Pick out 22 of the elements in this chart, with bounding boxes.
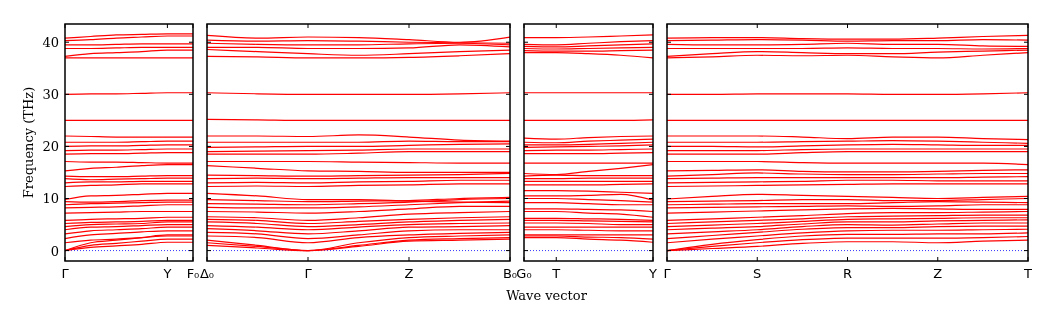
x-tick-label: Y bbox=[648, 266, 658, 281]
x-tick-label: R bbox=[842, 266, 853, 281]
x-tick-label: G₀ bbox=[516, 266, 532, 281]
x-tick-label: Z bbox=[933, 266, 943, 281]
x-tick-label: B₀ bbox=[502, 266, 518, 281]
y-tick-label: 40 bbox=[42, 35, 59, 51]
y-tick-label: 30 bbox=[42, 87, 59, 103]
x-axis-title: Wave vector bbox=[506, 288, 588, 303]
x-tick-label: T bbox=[551, 266, 561, 281]
y-tick-label: 0 bbox=[50, 243, 59, 259]
x-tick-label: S bbox=[753, 266, 762, 281]
x-tick-label: Y bbox=[162, 266, 172, 281]
x-tick-label: Δ₀ bbox=[199, 266, 215, 281]
x-tick-label: Γ bbox=[61, 266, 70, 281]
x-tick-label: F₀ bbox=[186, 266, 200, 281]
x-tick-label: Z bbox=[404, 266, 414, 281]
y-tick-label: 10 bbox=[42, 191, 59, 207]
y-tick-label: 20 bbox=[42, 139, 59, 155]
x-tick-label: Γ bbox=[304, 266, 313, 281]
y-axis-title: Frequency (THz) bbox=[21, 86, 36, 199]
x-tick-label: T bbox=[1023, 266, 1033, 281]
x-tick-label: Γ bbox=[663, 266, 672, 281]
